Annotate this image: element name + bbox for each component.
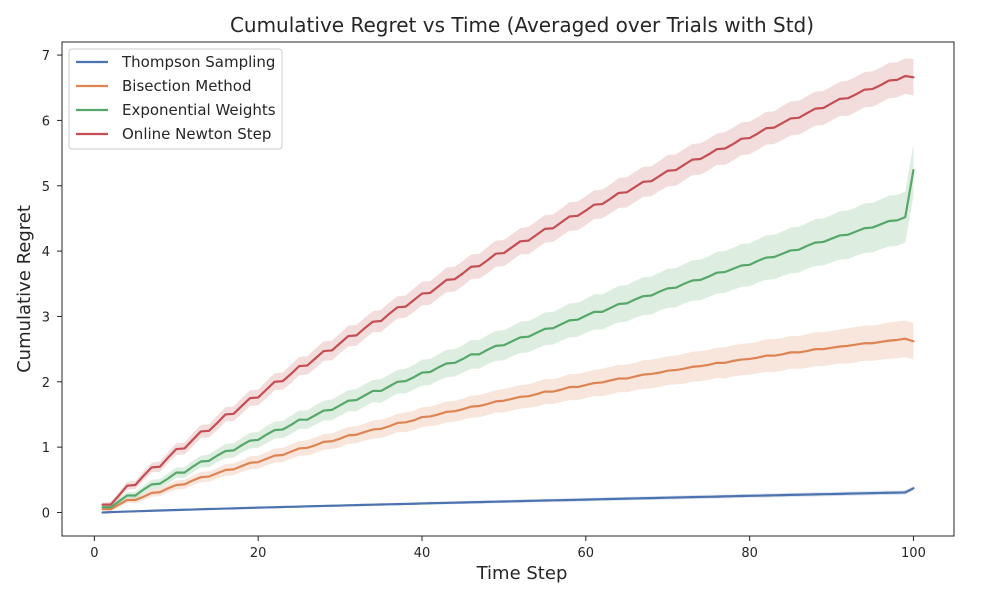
chart-title: Cumulative Regret vs Time (Averaged over… bbox=[230, 13, 814, 37]
y-tick-label-5: 5 bbox=[42, 180, 50, 195]
legend-label-3: Online Newton Step bbox=[122, 125, 271, 143]
series-line-0 bbox=[101, 487, 915, 514]
y-tick-label-7: 7 bbox=[42, 49, 50, 64]
x-tick-label-3: 60 bbox=[578, 546, 595, 561]
y-tick-label-2: 2 bbox=[42, 376, 50, 391]
y-tick-label-4: 4 bbox=[42, 245, 50, 260]
y-tick-label-3: 3 bbox=[42, 310, 50, 325]
legend-label-2: Exponential Weights bbox=[122, 101, 276, 119]
y-tick-label-1: 1 bbox=[42, 441, 50, 456]
series-line-2 bbox=[101, 168, 915, 509]
x-tick-label-5: 100 bbox=[901, 546, 926, 561]
plot-area bbox=[101, 58, 915, 514]
plot-frame bbox=[61, 41, 955, 537]
series-line-1 bbox=[101, 337, 915, 511]
y-axis: 0 1 2 3 4 5 6 7 bbox=[42, 49, 62, 521]
legend-label-1: Bisection Method bbox=[122, 77, 252, 95]
x-tick-label-0: 0 bbox=[90, 546, 98, 561]
x-axis-label: Time Step bbox=[476, 563, 568, 584]
legend-box bbox=[68, 48, 283, 150]
x-axis: 0 20 40 60 80 100 bbox=[90, 536, 926, 561]
y-tick-label-6: 6 bbox=[42, 114, 50, 129]
y-axis-label: Cumulative Regret bbox=[14, 205, 35, 373]
series-line-3 bbox=[101, 74, 915, 506]
std-band-2 bbox=[102, 143, 914, 510]
x-tick-label-2: 40 bbox=[414, 546, 431, 561]
legend-label-0: Thompson Sampling bbox=[121, 53, 275, 71]
y-tick-label-0: 0 bbox=[42, 506, 50, 521]
x-tick-label-4: 80 bbox=[741, 546, 758, 561]
std-band-1 bbox=[102, 320, 914, 512]
x-tick-label-1: 20 bbox=[250, 546, 267, 561]
legend: Thompson Sampling Bisection Method Exponen… bbox=[68, 48, 283, 150]
